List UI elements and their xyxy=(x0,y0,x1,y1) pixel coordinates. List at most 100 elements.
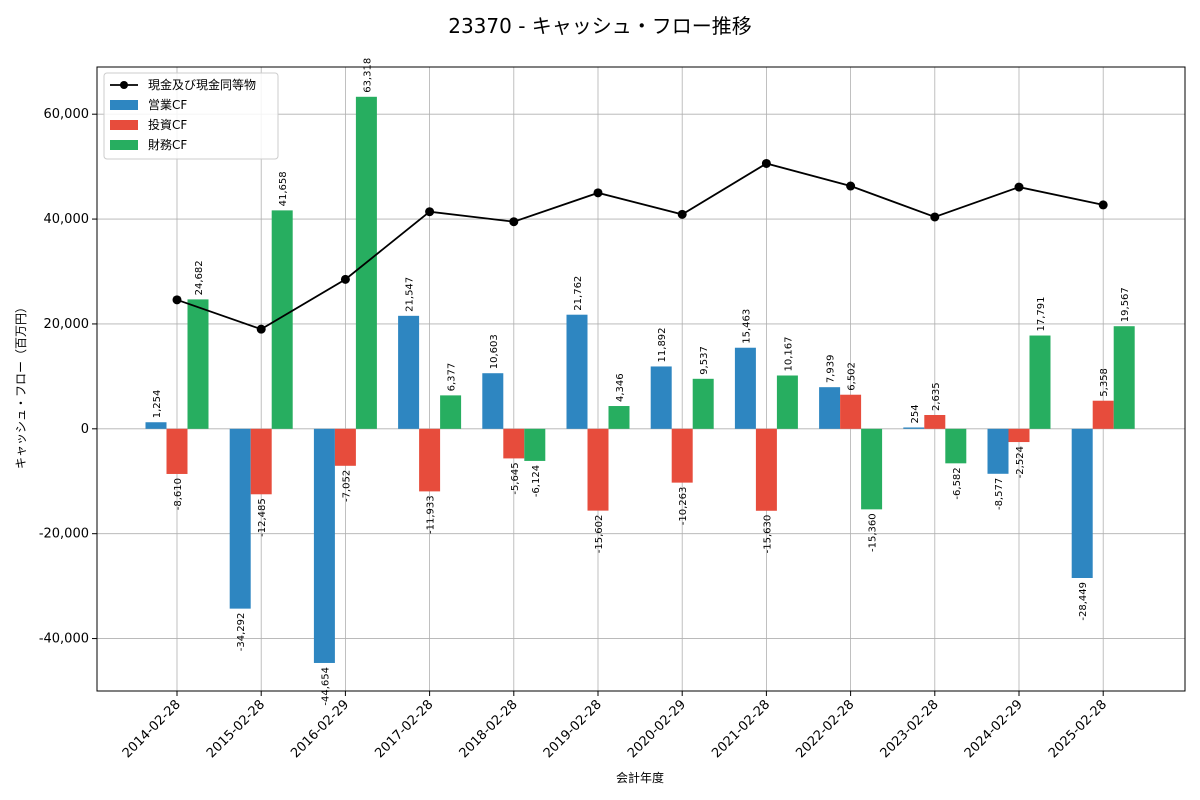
bar-labels: 1,254 -34,292 -44,654 21,547 10,603 21,762 11,… xyxy=(152,58,1131,706)
bar-investing xyxy=(250,428,272,495)
bar-value-label: 9,537 xyxy=(699,346,710,375)
bar-financing xyxy=(440,395,462,429)
legend-box xyxy=(103,72,279,160)
bar-operating xyxy=(145,422,167,429)
plot-frame xyxy=(96,66,1186,692)
bar-group xyxy=(145,96,1135,663)
bar-value-label: 17,791 xyxy=(1036,297,1047,332)
bar-investing xyxy=(334,428,356,466)
bar-investing xyxy=(924,414,946,429)
bar-value-label: 10,603 xyxy=(489,334,500,369)
bar-operating xyxy=(734,347,756,429)
y-tick-label: 0 xyxy=(81,422,89,437)
x-tick-label: 2025-02-28 xyxy=(1046,697,1110,761)
y-axis-label: キャッシュ・フロー（百万円） xyxy=(14,301,28,469)
x-tick-label: 2023-02-28 xyxy=(878,697,942,761)
legend-label: 投資CF xyxy=(148,117,187,132)
bar-financing xyxy=(945,428,967,464)
chart-title: 23370 - キャッシュ・フロー推移 xyxy=(448,14,752,38)
x-axis: 2014-02-28 2015-02-28 2016-02-29 2017-02-28… xyxy=(120,691,1110,761)
bar-value-label: 21,547 xyxy=(405,277,416,312)
cash-point xyxy=(1014,182,1024,192)
bar-operating xyxy=(566,314,588,429)
bar-financing xyxy=(187,299,209,429)
bar-financing xyxy=(608,406,630,429)
bar-value-label: -8,610 xyxy=(173,478,184,510)
bar-operating xyxy=(1071,428,1093,578)
x-tick-label: 2016-02-29 xyxy=(288,697,352,761)
legend-bar-swatch xyxy=(110,100,138,110)
x-tick-label: 2019-02-28 xyxy=(541,697,605,761)
y-tick-label: 60,000 xyxy=(44,107,90,122)
bar-financing xyxy=(692,378,714,429)
x-tick-label: 2017-02-28 xyxy=(372,697,436,761)
cash-line-group xyxy=(172,158,1108,334)
bar-value-label: -15,602 xyxy=(594,515,605,554)
bar-value-label: -44,654 xyxy=(320,667,331,706)
cash-point xyxy=(425,207,435,217)
bar-value-label: 7,939 xyxy=(826,355,837,384)
cash-point xyxy=(509,217,519,227)
bar-financing xyxy=(1029,335,1051,429)
bar-value-label: 11,892 xyxy=(657,327,668,362)
bar-value-label: 6,502 xyxy=(847,362,858,391)
y-tick-label: 40,000 xyxy=(44,212,90,227)
cash-point xyxy=(930,212,940,222)
bar-value-label: 19,567 xyxy=(1120,287,1131,322)
y-axis: -40,000 -20,000 0 20,000 40,000 60,000 xyxy=(39,107,97,647)
x-axis-label: 会計年度 xyxy=(616,770,664,785)
bar-value-label: -11,933 xyxy=(426,495,437,534)
x-tick-label: 2021-02-28 xyxy=(709,697,773,761)
bar-value-label: -6,582 xyxy=(952,467,963,499)
bar-value-label: 21,762 xyxy=(573,276,584,311)
bar-value-label: 15,463 xyxy=(741,309,752,344)
bar-investing xyxy=(755,428,777,511)
x-tick-label: 2018-02-28 xyxy=(457,697,521,761)
bar-operating xyxy=(819,387,841,429)
bar-investing xyxy=(419,428,441,492)
x-tick-label: 2014-02-28 xyxy=(120,697,184,761)
legend-point-swatch xyxy=(120,81,128,89)
bar-investing xyxy=(503,428,525,459)
x-tick-label: 2015-02-28 xyxy=(204,697,268,761)
bar-value-label: 2,635 xyxy=(931,382,942,411)
bar-value-label: -28,449 xyxy=(1078,582,1089,621)
bar-financing xyxy=(524,428,546,461)
cash-point xyxy=(677,209,687,219)
bar-value-label: 4,346 xyxy=(615,373,626,402)
bar-investing xyxy=(587,428,609,511)
bar-value-label: 63,318 xyxy=(362,58,373,93)
legend-label: 現金及び現金同等物 xyxy=(148,77,256,92)
bar-investing xyxy=(840,394,862,429)
x-tick-label: 2022-02-28 xyxy=(793,697,857,761)
bar-value-label: -6,124 xyxy=(531,465,542,497)
bar-financing xyxy=(861,428,883,510)
bar-operating xyxy=(313,428,335,663)
cash-point xyxy=(172,295,182,305)
bar-value-label: -8,577 xyxy=(994,478,1005,510)
cash-point xyxy=(846,181,856,191)
bar-operating xyxy=(398,315,420,429)
legend-bar-swatch xyxy=(110,120,138,130)
bar-value-label: 6,377 xyxy=(447,363,458,392)
bar-financing xyxy=(776,375,798,429)
bar-investing xyxy=(166,428,188,474)
bar-operating xyxy=(903,427,925,429)
bar-investing xyxy=(1008,428,1030,443)
cash-point xyxy=(1098,200,1108,210)
bar-investing xyxy=(1092,400,1114,429)
bar-operating xyxy=(650,366,672,429)
cash-point xyxy=(256,324,266,334)
bar-value-label: -15,630 xyxy=(762,515,773,554)
bar-value-label: 24,682 xyxy=(194,260,205,295)
bar-value-label: 254 xyxy=(910,404,921,423)
bar-operating xyxy=(482,373,504,429)
x-tick-label: 2024-02-29 xyxy=(962,697,1026,761)
bar-value-label: -15,360 xyxy=(868,513,879,552)
legend-label: 営業CF xyxy=(148,98,187,112)
bar-financing xyxy=(1113,326,1135,429)
bar-value-label: -34,292 xyxy=(236,613,247,652)
bar-value-label: 5,358 xyxy=(1099,368,1110,397)
